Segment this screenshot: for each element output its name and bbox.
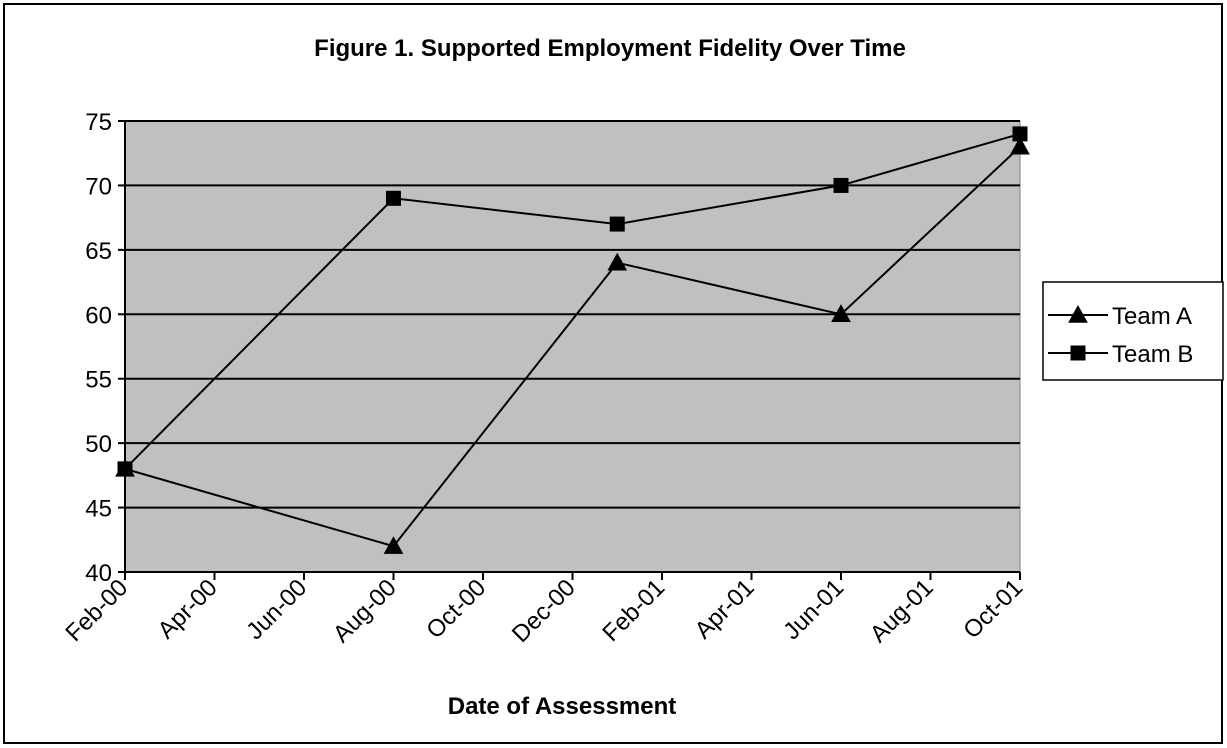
data-point-marker [1010, 136, 1030, 155]
data-point-marker [831, 304, 851, 322]
gridlines [125, 120, 1020, 509]
axes [118, 120, 1021, 580]
x-tick-label: Aug-00 [328, 574, 402, 648]
y-tick-label: 50 [85, 431, 112, 458]
x-tick-label: Dec-00 [507, 574, 581, 648]
legend: Team A Team B [1042, 281, 1224, 381]
series-team-b [117, 126, 1028, 477]
y-tick-label: 55 [85, 367, 112, 394]
y-tick-label: 65 [85, 238, 112, 265]
data-point-marker [1012, 126, 1028, 142]
y-tick-label: 75 [85, 109, 112, 136]
data-point-marker [117, 461, 133, 477]
y-tick-label: 70 [85, 173, 112, 200]
legend-marker [1070, 345, 1086, 361]
x-tick-label: Jun-01 [778, 574, 849, 645]
x-tick-label: Feb-01 [597, 574, 670, 647]
plot-area [124, 120, 1021, 573]
x-tick-label: Oct-00 [421, 574, 491, 644]
data-point-marker [607, 252, 628, 271]
x-tick-label: Apr-01 [690, 574, 760, 644]
x-tick-label: Oct-01 [958, 574, 1028, 644]
x-tick-label: Apr-00 [153, 574, 223, 644]
y-tick-labels: 40 45 50 55 60 65 70 75 [85, 109, 112, 587]
y-tick-label: 60 [85, 302, 112, 329]
x-axis-title: Date of Assessment [448, 693, 677, 720]
data-point-marker [386, 190, 401, 206]
legend-box [1042, 281, 1224, 381]
data-point-marker [833, 177, 849, 193]
x-tick-label: Jun-00 [241, 574, 312, 645]
x-tick-labels: Feb-00 Apr-00 Jun-00 Aug-00 Oct-00 Dec-00 Feb-… [60, 574, 1028, 648]
legend-marker [1068, 304, 1088, 323]
legend-label: Team A [1112, 303, 1192, 330]
series-lines [115, 126, 1030, 554]
legend-label: Team B [1112, 341, 1193, 368]
x-tick-label: Aug-01 [865, 574, 939, 648]
y-tick-label: 40 [85, 560, 112, 587]
chart-title: Figure 1. Supported Employment Fidelity … [314, 35, 906, 62]
y-tick-label: 45 [85, 496, 112, 523]
data-point-marker [609, 216, 625, 232]
data-point-marker [383, 536, 404, 554]
